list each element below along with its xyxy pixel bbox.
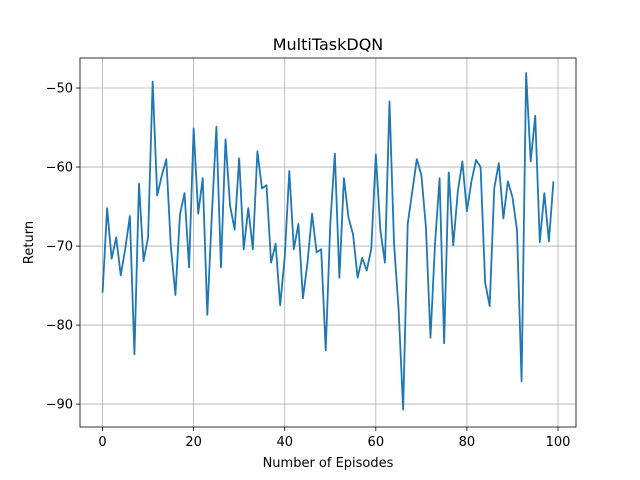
chart-title: MultiTaskDQN: [273, 35, 384, 54]
plot-series: [101, 72, 555, 411]
y-tick-label: −90: [46, 398, 73, 413]
y-tick-label: −60: [46, 161, 73, 176]
series-line: [101, 72, 555, 411]
y-axis-ticks: −90 −80 −70 −60 −50: [46, 82, 80, 413]
y-tick-label: −80: [46, 319, 73, 334]
x-axis-ticks: 0 20 40 60 80 100: [98, 427, 570, 450]
plot-frame: [79, 57, 577, 428]
y-tick-label: −50: [46, 82, 73, 97]
x-tick-label: 40: [276, 435, 293, 450]
y-axis-label: Return: [22, 221, 37, 264]
grid-lines: [80, 58, 576, 427]
x-tick-label: 80: [459, 435, 476, 450]
x-tick-label: 20: [185, 435, 202, 450]
x-axis-label: Number of Episodes: [263, 456, 394, 471]
x-tick-label: 60: [368, 435, 385, 450]
y-tick-label: −70: [46, 240, 73, 255]
x-tick-label: 100: [546, 435, 571, 450]
x-tick-label: 0: [98, 435, 106, 450]
